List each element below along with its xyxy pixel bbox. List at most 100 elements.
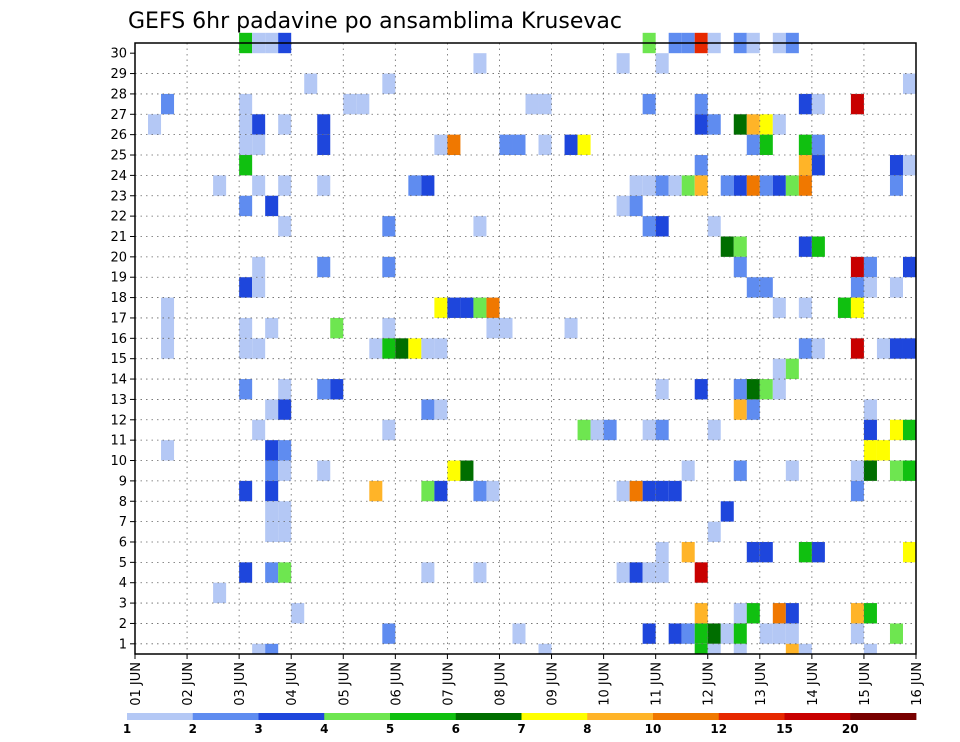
precip-cell [252,114,266,135]
precip-cell [707,114,721,135]
x-tick-label: 09 JUN [546,662,561,706]
precip-cell [252,256,266,278]
x-tick-label: 07 JUN [441,662,456,706]
legend-swatch [127,713,194,720]
y-tick-label: 7 [119,515,127,530]
precip-cell [811,236,825,257]
precip-cell [850,460,864,481]
precip-cell [642,175,656,196]
legend-label: 4 [320,722,328,736]
precip-cell [564,134,578,156]
y-tick-label: 24 [110,169,127,184]
precip-cell [889,460,903,481]
precip-cell [590,419,604,441]
precip-cell [239,114,253,135]
precip-cell [564,317,578,339]
y-tick-label: 5 [119,556,127,571]
precip-cell [902,419,916,441]
precip-cell [213,175,227,196]
precip-cell [889,338,903,359]
precip-cell [733,114,747,135]
y-tick-label: 14 [110,373,127,388]
precip-cell [317,460,331,481]
precip-cell [733,460,747,481]
precip-cell [694,562,708,583]
precip-cell [759,541,773,563]
precip-cell [694,379,708,400]
precip-cell [733,643,747,654]
precip-cell [850,480,864,502]
precip-cell [798,175,812,196]
precip-cell [759,379,773,400]
precip-cell [434,480,448,502]
precip-cell [252,175,266,196]
precip-cell [577,419,591,441]
precip-cell [291,603,305,624]
legend-label: 3 [254,722,262,736]
y-tick-label: 17 [110,311,127,326]
precip-cell [161,317,175,339]
precip-cell [772,379,786,400]
precip-cell [746,277,760,298]
precip-cell [538,134,552,156]
x-tick-label: 03 JUN [233,662,248,706]
precip-cell [863,643,877,654]
precip-cell [850,297,864,318]
legend-swatch [192,713,259,720]
precip-cell [707,419,721,441]
precip-cell [421,338,435,359]
precip-cell [278,175,292,196]
precip-cell [863,460,877,481]
precip-cell [746,175,760,196]
precip-cell [694,93,708,115]
x-tick-label: 13 JUN [754,662,769,706]
legend-swatch [390,713,457,720]
precip-cell [486,317,500,339]
precip-cell [317,256,331,278]
y-tick-label: 28 [110,87,127,102]
precip-cell [902,541,916,563]
precip-cell [382,216,396,237]
precip-cell [694,175,708,196]
precip-cell [642,93,656,115]
precip-cell [655,216,669,237]
precip-cell [460,297,474,318]
precip-cell [486,480,500,502]
precip-cell [499,317,513,339]
precip-cell [447,460,461,481]
x-tick-label: 06 JUN [389,662,404,706]
precip-cell [811,338,825,359]
precip-cell [785,603,799,624]
precip-cell [252,134,266,156]
precip-cell [889,623,903,644]
y-tick-label: 10 [110,454,127,469]
precip-cell [278,216,292,237]
legend-swatch [258,713,325,720]
precip-cell [239,195,253,217]
precip-cell [317,379,331,400]
precip-cell [733,256,747,278]
x-tick-label: 12 JUN [702,662,717,706]
y-tick-label: 16 [110,332,127,347]
precip-cell [720,501,734,522]
precip-cell [863,256,877,278]
precip-cell [876,440,890,461]
precip-cell [785,623,799,644]
y-tick-label: 12 [110,413,127,428]
x-tick-label: 11 JUN [650,662,665,706]
precip-cell [707,216,721,237]
precip-cell [317,134,331,156]
precip-cell [681,623,695,644]
precip-cell [447,134,461,156]
precip-cell [798,155,812,176]
precip-cell [759,175,773,196]
precip-cell [434,338,448,359]
plot-frame [134,42,917,655]
legend-swatch [850,713,917,720]
precip-cell [473,480,487,502]
x-tick-label: 05 JUN [337,662,352,706]
precip-cell [499,134,513,156]
precip-cell [421,399,435,420]
precip-cell [239,338,253,359]
